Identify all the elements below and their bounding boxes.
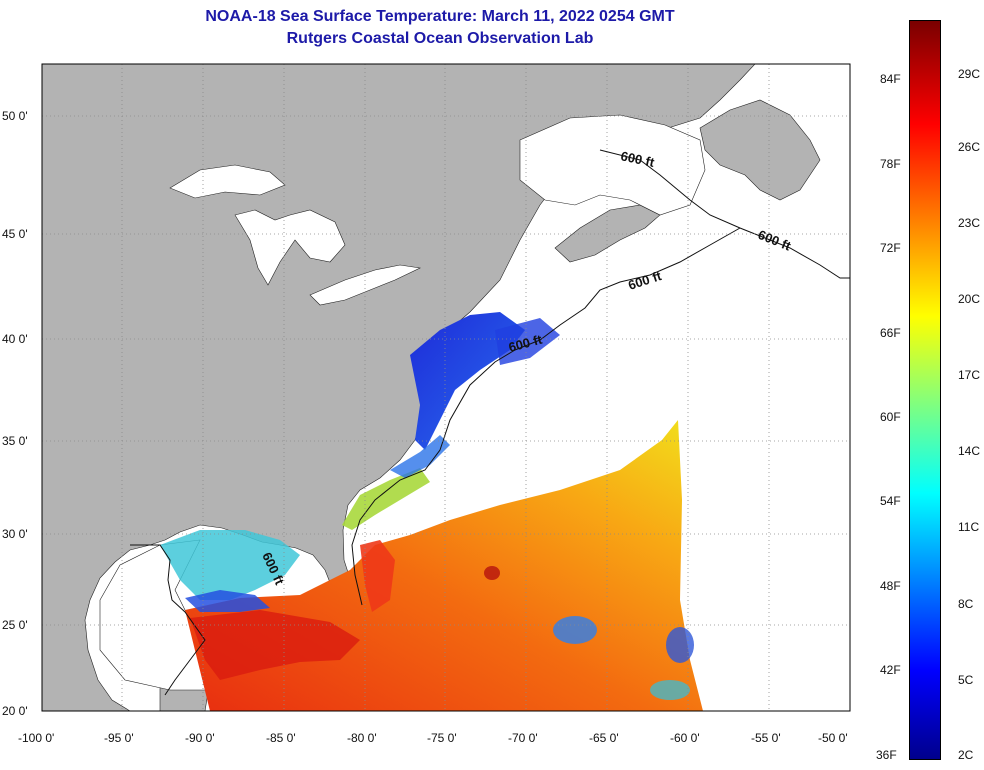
plot-frame — [41, 63, 851, 712]
sst-cold-shelf — [410, 312, 525, 450]
scale-label-f: 84F — [880, 72, 901, 86]
lon-tick-label: -85 0' — [266, 731, 296, 745]
sst-warm-eddy — [484, 566, 500, 580]
scale-label-f: 48F — [880, 579, 901, 593]
sst-se-shelf-blue — [390, 435, 450, 478]
lon-tick-label: -90 0' — [185, 731, 215, 745]
scale-label-c: 8C — [958, 597, 974, 611]
scale-label-c: 17C — [958, 368, 981, 382]
lon-tick-label: -80 0' — [347, 731, 377, 745]
lon-tick-label: -60 0' — [670, 731, 700, 745]
sst-florida-current — [360, 540, 395, 612]
scale-label-c: 29C — [958, 67, 981, 81]
sst-hot-core — [190, 610, 360, 680]
scale-label-f: 42F — [880, 663, 901, 677]
land-nova-scotia — [554, 204, 661, 263]
lon-tick-label: -70 0' — [508, 731, 538, 745]
lon-tick-label: -65 0' — [589, 731, 619, 745]
map-subtitle: Rutgers Coastal Ocean Observation Lab — [286, 30, 594, 47]
sst-cold-eddy-3 — [650, 680, 690, 700]
scale-label-c: 5C — [958, 673, 974, 687]
sst-shelf-edge — [495, 318, 560, 365]
lon-tick-label: -55 0' — [751, 731, 781, 745]
sst-cold-eddy-2 — [666, 627, 694, 663]
lat-tick-label: 40 0' — [2, 332, 28, 346]
lon-tick-label: -95 0' — [104, 731, 134, 745]
lat-tick-label: 45 0' — [2, 227, 28, 241]
scale-label-c: 23C — [958, 216, 981, 230]
scale-label-c: 14C — [958, 444, 981, 458]
lat-tick-label: 35 0' — [2, 434, 28, 448]
lat-tick-label: 20 0' — [2, 704, 28, 718]
scale-label-f: 60F — [880, 410, 901, 424]
lat-tick-label: 30 0' — [2, 527, 28, 541]
land-newfoundland — [699, 99, 821, 201]
scale-label-c: 11C — [958, 520, 980, 534]
scale-label-c: 20C — [958, 292, 981, 306]
sst-cold-eddy-1 — [553, 616, 597, 644]
scale-label-f: 78F — [880, 157, 901, 171]
lat-tick-label: 25 0' — [2, 618, 28, 632]
scale-label-f: 36F — [876, 748, 897, 762]
isobath-600ft — [130, 149, 850, 696]
lat-tick-label: 50 0' — [2, 109, 28, 123]
scale-label-f: 54F — [880, 494, 901, 508]
great-lake-michigan-huron — [234, 209, 346, 286]
gulf-st-lawrence — [519, 114, 706, 216]
lon-tick-label: -50 0' — [818, 731, 848, 745]
scale-label-f: 72F — [880, 241, 901, 255]
map-title: NOAA-18 Sea Surface Temperature: March 1… — [205, 8, 675, 25]
graticule — [42, 64, 850, 711]
lon-tick-label: -75 0' — [427, 731, 457, 745]
great-lake-superior — [169, 164, 286, 199]
color-scale-bar — [909, 20, 941, 760]
sst-gulf-band — [160, 530, 300, 600]
scale-label-c: 2C — [958, 748, 974, 762]
sst-gulf-blue — [185, 590, 270, 612]
scale-label-c: 26C — [958, 140, 981, 154]
scale-label-f: 66F — [880, 326, 901, 340]
isobath-label: 600 ft — [619, 148, 656, 170]
lon-tick-label: -100 0' — [18, 731, 54, 745]
